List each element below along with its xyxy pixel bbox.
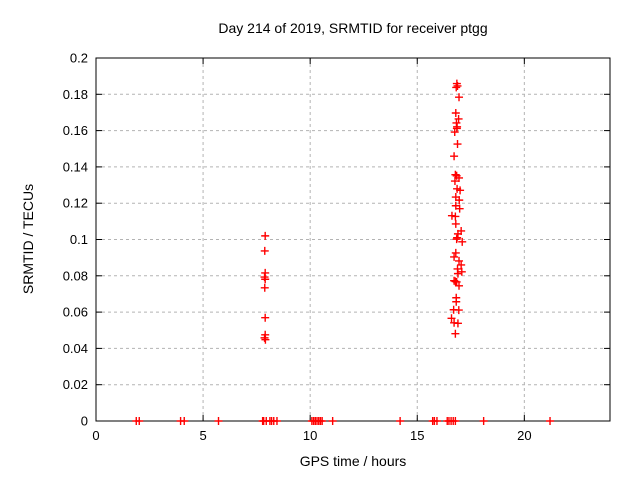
y-tick-label: 0.04 bbox=[63, 341, 88, 356]
data-point-marker bbox=[451, 329, 460, 338]
data-point-marker bbox=[451, 417, 460, 425]
data-point-marker bbox=[453, 229, 462, 238]
y-tick-label: 0.02 bbox=[63, 377, 88, 392]
data-point-marker bbox=[453, 269, 462, 278]
data-point-marker bbox=[479, 417, 488, 425]
data-point-marker bbox=[261, 313, 270, 322]
data-point-marker bbox=[451, 248, 460, 257]
data-point-marker bbox=[318, 417, 327, 425]
data-point-marker bbox=[328, 417, 337, 425]
data-point-marker bbox=[452, 297, 461, 306]
y-tick-label: 0.2 bbox=[70, 51, 88, 66]
data-point-marker bbox=[452, 83, 461, 92]
data-point-marker bbox=[261, 335, 270, 344]
data-point-marker bbox=[455, 173, 464, 182]
data-point-marker bbox=[456, 186, 465, 195]
data-point-marker bbox=[455, 93, 464, 102]
data-point-marker bbox=[450, 252, 459, 261]
data-point-marker bbox=[454, 306, 463, 315]
data-point-marker bbox=[261, 275, 270, 284]
data-point-marker bbox=[458, 237, 467, 246]
y-tick-label: 0 bbox=[81, 414, 88, 429]
data-point-marker bbox=[260, 283, 269, 292]
data-point-marker bbox=[180, 417, 189, 425]
y-tick-label: 0.1 bbox=[70, 232, 88, 247]
y-tick-label: 0.14 bbox=[63, 159, 88, 174]
data-point-marker bbox=[453, 140, 462, 149]
data-point-marker bbox=[451, 212, 460, 221]
data-point-marker bbox=[450, 152, 459, 161]
data-point-marker bbox=[451, 219, 460, 228]
y-tick-label: 0.18 bbox=[63, 87, 88, 102]
data-point-marker bbox=[546, 417, 555, 425]
data-point-marker bbox=[214, 417, 223, 425]
data-point-marker bbox=[260, 333, 269, 342]
plot-border bbox=[95, 57, 611, 422]
grid-lines bbox=[96, 58, 610, 421]
data-point-marker bbox=[272, 417, 281, 425]
data-point-marker bbox=[457, 267, 466, 276]
data-point-marker bbox=[452, 235, 461, 244]
data-point-marker bbox=[135, 417, 144, 425]
y-tick-label: 0.16 bbox=[63, 123, 88, 138]
data-point-marker bbox=[455, 196, 464, 205]
data-point-marker bbox=[451, 108, 460, 117]
data-point-marker bbox=[432, 417, 441, 425]
x-tick-label: 10 bbox=[303, 428, 317, 443]
data-point-marker bbox=[261, 231, 270, 240]
chart-title: Day 214 of 2019, SRMTID for receiver ptg… bbox=[218, 20, 488, 36]
x-axis-title: GPS time / hours bbox=[299, 453, 407, 469]
x-tick-label: 0 bbox=[92, 428, 99, 443]
data-point-marker bbox=[457, 260, 466, 269]
data-point-marker bbox=[447, 211, 456, 220]
data-point-marker bbox=[453, 81, 462, 90]
data-point-marker bbox=[455, 204, 464, 213]
x-tick-label: 15 bbox=[410, 428, 424, 443]
data-point-marker bbox=[455, 281, 464, 290]
data-point-marker bbox=[450, 177, 459, 186]
data-points bbox=[132, 79, 555, 425]
data-point-marker bbox=[450, 128, 459, 137]
data-point-marker bbox=[396, 417, 405, 425]
x-tick-label: 5 bbox=[199, 428, 206, 443]
data-point-marker bbox=[453, 319, 462, 328]
data-point-marker bbox=[447, 314, 456, 323]
y-tick-label: 0.12 bbox=[63, 196, 88, 211]
data-point-marker bbox=[260, 246, 269, 255]
tick-marks bbox=[95, 57, 610, 422]
y-tick-label: 0.06 bbox=[63, 305, 88, 320]
tick-labels: 0 5 10 15 20 0 0.02 0.04 0.06 0.08 0.1 0.12 0.14 0.16… bbox=[63, 51, 532, 444]
x-tick-label: 20 bbox=[517, 428, 531, 443]
y-tick-label: 0.08 bbox=[63, 268, 88, 283]
